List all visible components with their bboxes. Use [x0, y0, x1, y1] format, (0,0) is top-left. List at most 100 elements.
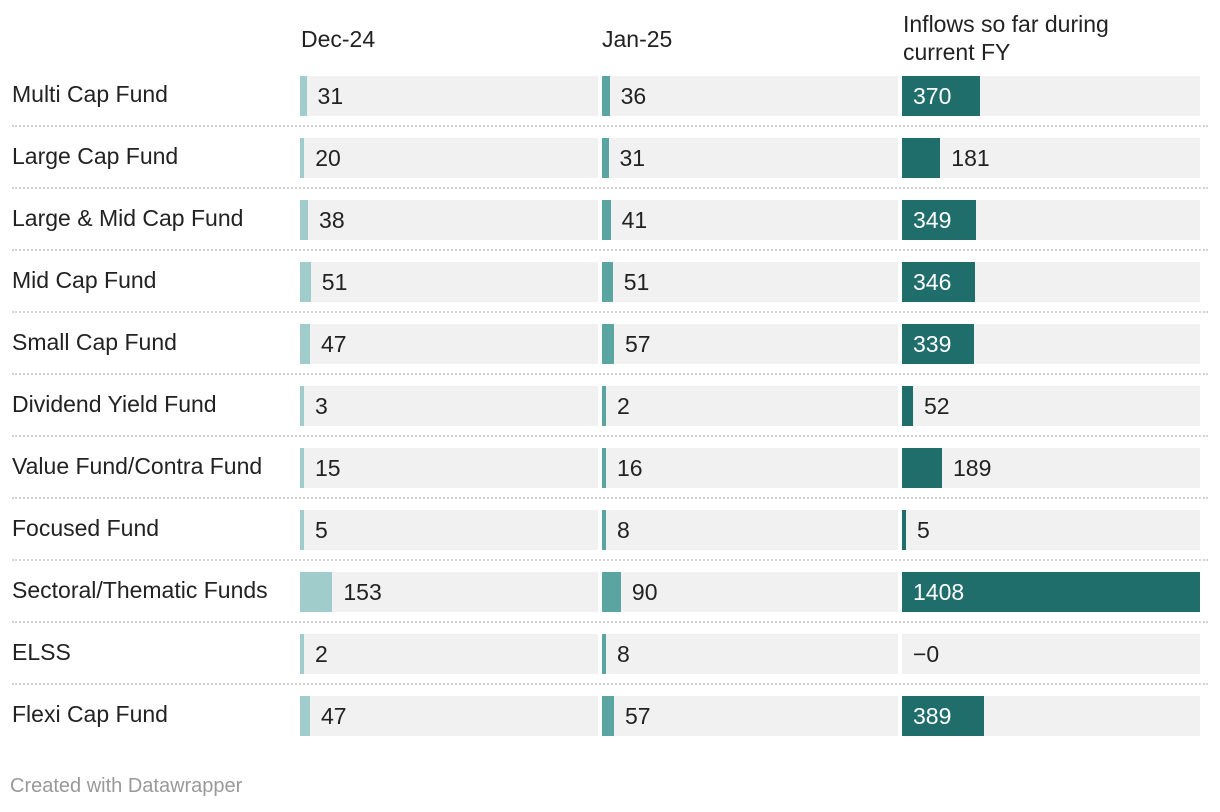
bar-fy: [902, 200, 976, 240]
table-row: Focused Fund 5 8 5: [0, 497, 1220, 559]
table-row: Value Fund/Contra Fund 15 16 189: [0, 435, 1220, 497]
value-label-dec: 3: [315, 393, 328, 419]
value-label-dec: 31: [317, 83, 344, 109]
table-row: Large Cap Fund 20 31 181: [0, 125, 1220, 187]
value-label-fy: 181: [951, 145, 990, 171]
bar-track-jan: 57: [602, 324, 898, 364]
row-label: Multi Cap Fund: [12, 81, 168, 107]
bar-track-fy: 52: [902, 386, 1200, 426]
value-label-jan: 8: [617, 517, 630, 543]
footer-credit: Created with Datawrapper: [10, 775, 243, 797]
table-row: Mid Cap Fund 51 51 346: [0, 249, 1220, 311]
bar-fy: [902, 76, 981, 116]
bar-dec: [300, 262, 311, 302]
bar-track-jan: 57: [602, 696, 898, 736]
table-row: ELSS 2 8 −0: [0, 621, 1220, 683]
bar-track-jan: 41: [602, 200, 898, 240]
bar-jan: [602, 634, 606, 674]
bar-dec: [300, 138, 305, 178]
bar-track-fy: 339: [902, 324, 1200, 364]
bar-track-fy: 370: [902, 76, 1200, 116]
bar-track-fy: 346: [902, 262, 1200, 302]
value-label-jan: 16: [617, 455, 643, 481]
bar-track-fy: −0: [902, 634, 1200, 674]
value-label-dec: 47: [320, 703, 347, 729]
bar-track-dec: 5: [300, 510, 598, 550]
bar-track-fy: 189: [902, 448, 1200, 488]
bar-track-fy: 1408: [902, 572, 1200, 612]
value-label-fy: 339: [913, 331, 952, 357]
bar-track-fy: 181: [902, 138, 1200, 178]
bar-jan: [602, 448, 606, 488]
value-label-jan: 2: [617, 393, 630, 419]
bar-track-fy: 5: [902, 510, 1200, 550]
value-label-jan: 31: [619, 145, 646, 171]
bar-fy: [902, 510, 906, 550]
table-row: Large & Mid Cap Fund 38 41 349: [0, 187, 1220, 249]
bar-jan: [602, 510, 606, 550]
value-label-fy: 349: [913, 207, 952, 233]
bar-track-jan: 36: [602, 76, 898, 116]
bar-jan: [602, 262, 613, 302]
table-row: Small Cap Fund 47 57 339: [0, 311, 1220, 373]
row-divider: [12, 311, 1208, 313]
value-label-fy: 52: [924, 393, 950, 419]
bar-dec: [300, 572, 333, 612]
value-label-fy: 370: [913, 83, 952, 109]
bar-track-dec: 47: [300, 696, 598, 736]
table-row: Dividend Yield Fund 3 2 52: [0, 373, 1220, 435]
bar-jan: [602, 138, 609, 178]
bar-track-dec: 20: [300, 138, 598, 178]
row-divider: [12, 435, 1208, 437]
row-label: Flexi Cap Fund: [12, 701, 168, 727]
bar-jan: [602, 200, 611, 240]
bar-track-dec: 51: [300, 262, 598, 302]
bar-track-dec: 3: [300, 386, 598, 426]
column-header-fy: Inflows so far during current FY: [903, 11, 1109, 65]
row-label: Large Cap Fund: [12, 143, 179, 169]
bar-dec: [300, 634, 304, 674]
bar-track-dec: 153: [300, 572, 598, 612]
bar-jan: [602, 324, 614, 364]
table-row: Multi Cap Fund 31 36 370: [0, 63, 1220, 125]
table-row: Sectoral/Thematic Funds 153 90 1408: [0, 559, 1220, 621]
value-label-fy: 189: [953, 455, 992, 481]
bar-fy: [902, 386, 913, 426]
bar-jan: [602, 386, 606, 426]
bar-fy: [902, 138, 941, 178]
value-label-jan: 36: [620, 83, 647, 109]
bar-track-jan: 2: [602, 386, 898, 426]
row-label: Dividend Yield Fund: [12, 391, 217, 417]
bar-track-dec: 38: [300, 200, 598, 240]
row-divider: [12, 683, 1208, 685]
bar-track-dec: 47: [300, 324, 598, 364]
bar-fy: [902, 696, 985, 736]
bar-fy: [902, 324, 974, 364]
value-label-fy: 346: [913, 269, 952, 295]
bar-track-fy: 389: [902, 696, 1200, 736]
row-divider: [12, 125, 1208, 127]
row-label: Mid Cap Fund: [12, 267, 157, 293]
bar-fy: [902, 448, 942, 488]
bar-jan: [602, 696, 614, 736]
value-label-jan: 90: [631, 579, 658, 605]
value-label-jan: 57: [624, 331, 651, 357]
row-label: ELSS: [12, 639, 71, 665]
bar-dec: [300, 448, 304, 488]
value-label-jan: 8: [617, 641, 630, 667]
bar-dec: [300, 76, 307, 116]
bar-track-jan: 90: [602, 572, 898, 612]
value-label-fy: 5: [917, 517, 930, 543]
bar-track-jan: 8: [602, 634, 898, 674]
bar-track-dec: 15: [300, 448, 598, 488]
column-header-dec: Dec-24: [301, 26, 376, 52]
row-divider: [12, 249, 1208, 251]
value-label-dec: 5: [315, 517, 328, 543]
value-label-dec: 51: [321, 269, 348, 295]
value-label-jan: 41: [621, 207, 648, 233]
value-label-jan: 57: [624, 703, 651, 729]
value-label-fy: 1408: [913, 579, 965, 605]
bar-track-dec: 2: [300, 634, 598, 674]
bar-dec: [300, 510, 304, 550]
row-label: Large & Mid Cap Fund: [12, 205, 244, 231]
